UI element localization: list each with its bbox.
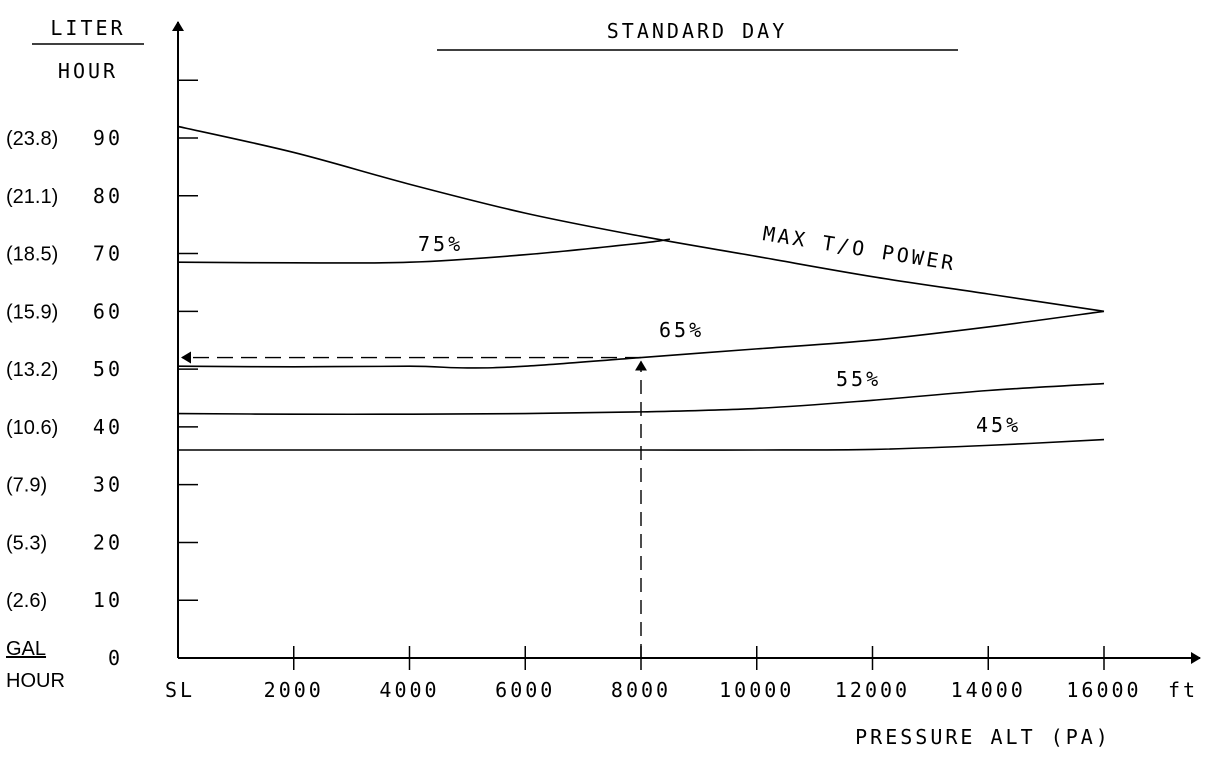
series-label-65: 65% [659,318,704,342]
y2-tick-label: (7.9) [6,475,47,497]
y-tick-label: 20 [93,530,123,554]
y2-axis-label-top: GAL [6,638,46,660]
series-line-max-t-o-power [177,125,1105,313]
y2-tick-label: (2.6) [6,590,47,612]
y2-tick-label: (15.9) [6,301,58,323]
y-tick-label: 30 [93,473,123,497]
x-tick-label: 12000 [835,678,910,702]
x-tick-label: SL [165,678,195,702]
y2-tick-label: (23.8) [6,128,58,150]
y-tick-label: 40 [93,415,123,439]
x-tick-label: 8000 [611,678,671,702]
y2-tick-label: (5.3) [6,532,47,554]
y-tick-label: 60 [93,299,123,323]
series-label-75: 75% [418,232,463,256]
y-tick-label: 90 [93,126,123,150]
y-axis-label-bottom: HOUR [58,59,118,83]
y2-tick-label: (21.1) [6,186,58,208]
series-line-75 [177,238,671,264]
x-axis-unit: ft [1168,678,1198,702]
x-tick-label: 16000 [1066,678,1141,702]
y-tick-label: 10 [93,588,123,612]
y2-tick-label: (13.2) [6,359,58,381]
y2-tick-label: (10.6) [6,417,58,439]
x-axis-label: PRESSURE ALT (PA) [855,725,1111,749]
series-label-max-to-power: MAX T/O POWER [761,221,958,275]
series-label-55: 55% [836,367,881,391]
x-tick-label: 6000 [495,678,555,702]
y-tick-label: 0 [108,646,123,670]
x-tick-label: 14000 [951,678,1026,702]
y-tick-label: 50 [93,357,123,381]
y2-axis-label-bottom: HOUR [6,670,65,692]
y-tick-label: 80 [93,184,123,208]
y-tick-label: 70 [93,242,123,266]
chart-title: STANDARD DAY [607,19,788,43]
y-axis-label-top: LITER [50,16,125,40]
series-line-65 [177,310,1105,369]
series-label-45: 45% [976,413,1021,437]
x-tick-label: 10000 [719,678,794,702]
x-tick-label: 2000 [264,678,324,702]
y2-tick-label: (18.5) [6,244,58,266]
x-tick-label: 4000 [379,678,439,702]
